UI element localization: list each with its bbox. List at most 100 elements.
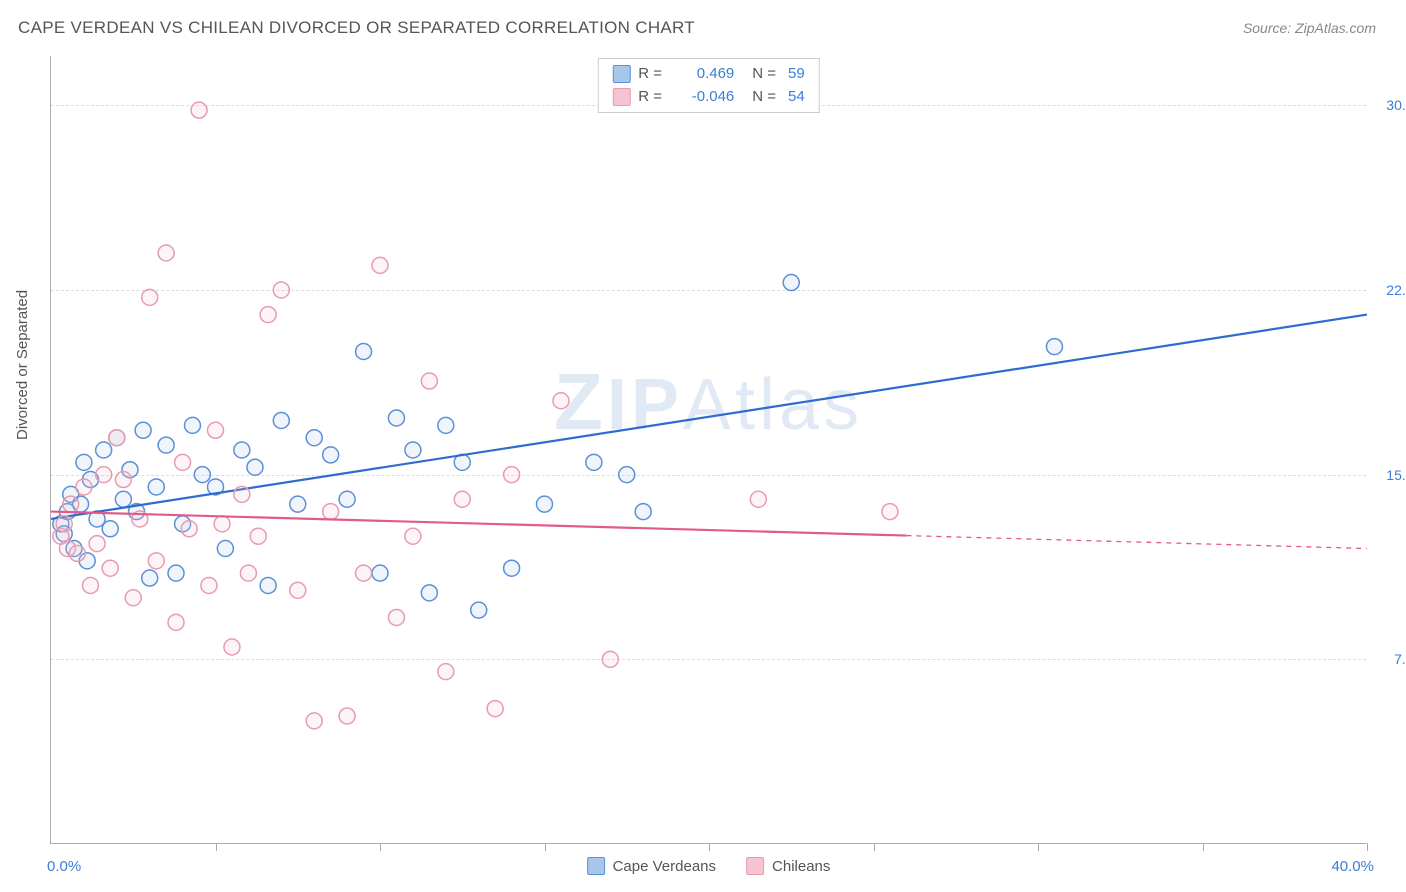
- x-tick: [545, 843, 546, 851]
- correlation-legend: R =0.469 N =59 R =-0.046 N =54: [597, 58, 819, 113]
- legend-item-chileans: Chileans: [746, 857, 830, 875]
- data-point: [260, 307, 276, 323]
- x-tick: [380, 843, 381, 851]
- data-point: [56, 516, 72, 532]
- series-legend: Cape Verdeans Chileans: [587, 857, 831, 875]
- x-tick: [1367, 843, 1368, 851]
- data-point: [372, 565, 388, 581]
- data-point: [109, 430, 125, 446]
- data-point: [201, 577, 217, 593]
- data-point: [96, 442, 112, 458]
- x-tick: [216, 843, 217, 851]
- data-point: [102, 521, 118, 537]
- trend-line: [51, 315, 1367, 519]
- swatch-chileans-bottom: [746, 857, 764, 875]
- data-point: [234, 442, 250, 458]
- scatter-svg: [51, 56, 1366, 843]
- data-point: [168, 565, 184, 581]
- x-tick: [874, 843, 875, 851]
- data-point: [356, 565, 372, 581]
- data-point: [191, 102, 207, 118]
- x-tick: [1203, 843, 1204, 851]
- y-tick-label: 15.0%: [1386, 467, 1406, 483]
- data-point: [63, 496, 79, 512]
- x-max-label: 40.0%: [1331, 858, 1374, 875]
- data-point: [224, 639, 240, 655]
- data-point: [260, 577, 276, 593]
- data-point: [217, 541, 233, 557]
- data-point: [306, 430, 322, 446]
- data-point: [142, 570, 158, 586]
- data-point: [306, 713, 322, 729]
- data-point: [148, 479, 164, 495]
- data-point: [184, 417, 200, 433]
- data-point: [339, 491, 355, 507]
- data-point: [273, 282, 289, 298]
- data-point: [471, 602, 487, 618]
- data-point: [194, 467, 210, 483]
- data-point: [135, 422, 151, 438]
- legend-item-cape-verdeans: Cape Verdeans: [587, 857, 716, 875]
- data-point: [487, 701, 503, 717]
- data-point: [388, 609, 404, 625]
- data-point: [783, 275, 799, 291]
- data-point: [148, 553, 164, 569]
- data-point: [635, 504, 651, 520]
- data-point: [356, 344, 372, 360]
- legend-row-chileans: R =-0.046 N =54: [612, 86, 804, 109]
- data-point: [158, 245, 174, 261]
- data-point: [421, 585, 437, 601]
- chart-title: CAPE VERDEAN VS CHILEAN DIVORCED OR SEPA…: [18, 18, 695, 38]
- data-point: [882, 504, 898, 520]
- data-point: [273, 412, 289, 428]
- data-point: [438, 664, 454, 680]
- data-point: [504, 560, 520, 576]
- data-point: [372, 257, 388, 273]
- swatch-cape-verdeans: [612, 65, 630, 83]
- data-point: [290, 582, 306, 598]
- data-point: [388, 410, 404, 426]
- x-min-label: 0.0%: [47, 858, 81, 875]
- data-point: [537, 496, 553, 512]
- data-point: [115, 491, 131, 507]
- y-tick-label: 30.0%: [1386, 97, 1406, 113]
- data-point: [553, 393, 569, 409]
- data-point: [1046, 339, 1062, 355]
- data-point: [339, 708, 355, 724]
- data-point: [504, 467, 520, 483]
- data-point: [405, 442, 421, 458]
- data-point: [405, 528, 421, 544]
- data-point: [421, 373, 437, 389]
- data-point: [208, 422, 224, 438]
- data-point: [214, 516, 230, 532]
- data-point: [76, 454, 92, 470]
- data-point: [96, 467, 112, 483]
- y-tick-label: 7.5%: [1394, 651, 1406, 667]
- data-point: [323, 447, 339, 463]
- x-tick: [709, 843, 710, 851]
- data-point: [234, 486, 250, 502]
- data-point: [602, 651, 618, 667]
- data-point: [438, 417, 454, 433]
- data-point: [69, 545, 85, 561]
- y-axis-label: Divorced or Separated: [14, 290, 31, 440]
- data-point: [89, 536, 105, 552]
- y-tick-label: 22.5%: [1386, 282, 1406, 298]
- data-point: [175, 454, 191, 470]
- data-point: [168, 614, 184, 630]
- data-point: [247, 459, 263, 475]
- swatch-cape-verdeans-bottom: [587, 857, 605, 875]
- data-point: [181, 521, 197, 537]
- chart-plot-area: ZIPAtlas 7.5%15.0%22.5%30.0% R =0.469 N …: [50, 56, 1366, 844]
- data-point: [750, 491, 766, 507]
- data-point: [586, 454, 602, 470]
- data-point: [454, 491, 470, 507]
- data-point: [290, 496, 306, 512]
- swatch-chileans: [612, 88, 630, 106]
- data-point: [125, 590, 141, 606]
- data-point: [250, 528, 266, 544]
- data-point: [82, 577, 98, 593]
- data-point: [240, 565, 256, 581]
- data-point: [142, 289, 158, 305]
- data-point: [619, 467, 635, 483]
